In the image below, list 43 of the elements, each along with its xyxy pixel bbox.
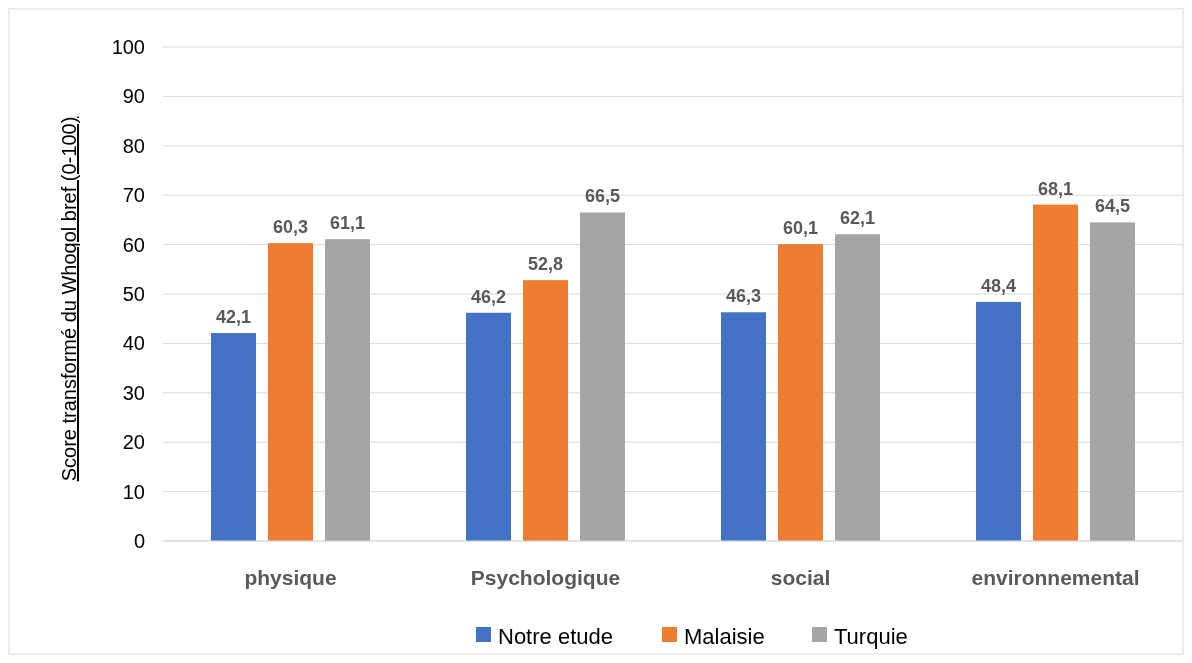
bar xyxy=(1090,222,1135,541)
y-tick-label: 50 xyxy=(122,283,145,305)
legend-label: Malaisie xyxy=(684,623,765,649)
x-tick-label: physique xyxy=(244,566,337,589)
data-label: 62,1 xyxy=(839,208,876,229)
x-tick-label: environnemental xyxy=(971,566,1140,589)
x-tick-label: social xyxy=(770,566,831,589)
data-label: 42,1 xyxy=(215,307,252,328)
bar xyxy=(211,333,256,541)
legend-label: Notre etude xyxy=(498,623,613,649)
bar xyxy=(325,239,370,541)
bar xyxy=(721,312,766,541)
bar xyxy=(778,244,823,541)
y-tick-label: 80 xyxy=(122,134,145,157)
data-label: 66,5 xyxy=(584,186,621,207)
y-tick-label: 90 xyxy=(122,85,145,108)
y-tick-label: 30 xyxy=(122,381,145,404)
bar xyxy=(268,243,313,541)
bar xyxy=(835,234,880,541)
bar xyxy=(1033,204,1078,541)
data-label: 52,8 xyxy=(527,254,564,275)
data-label: 60,1 xyxy=(782,218,819,239)
y-tick-label: 40 xyxy=(122,332,145,355)
data-label: 48,4 xyxy=(980,275,1017,296)
data-label: 61,1 xyxy=(329,213,366,234)
bar xyxy=(466,312,511,541)
bar xyxy=(976,301,1021,541)
y-tick-label: 20 xyxy=(122,431,145,454)
y-tick-label: 60 xyxy=(122,233,145,256)
data-label: 60,3 xyxy=(272,217,309,238)
data-label: 68,1 xyxy=(1037,178,1074,199)
legend-label: Turquie xyxy=(834,623,908,649)
data-label: 46,3 xyxy=(725,286,762,307)
y-axis-title: Score transformé du Whoqol bref (0-100) xyxy=(58,116,80,482)
x-tick-label: Psychologique xyxy=(470,566,621,589)
y-tick-label: 100 xyxy=(111,36,145,58)
data-label: 46,2 xyxy=(470,286,507,307)
data-label: 64,5 xyxy=(1094,196,1131,217)
y-tick-label: 0 xyxy=(133,530,145,552)
y-tick-label: 10 xyxy=(122,480,145,503)
y-tick-label: 70 xyxy=(122,184,145,207)
bar xyxy=(580,212,625,541)
bar xyxy=(523,280,568,541)
